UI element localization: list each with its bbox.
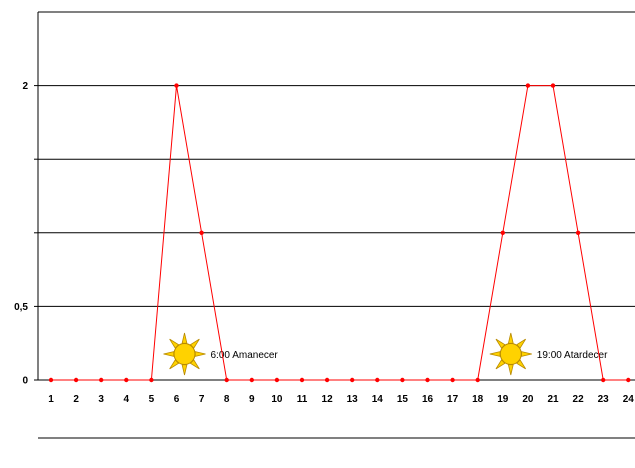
data-point xyxy=(601,377,606,383)
x-tick-label: 16 xyxy=(422,394,434,405)
x-tick-label: 3 xyxy=(98,394,104,405)
data-point xyxy=(425,377,430,383)
y-tick-label: 2 xyxy=(22,81,28,92)
x-tick-label: 13 xyxy=(347,394,359,405)
series-line xyxy=(48,83,631,383)
data-point xyxy=(48,377,54,383)
x-tick-label: 8 xyxy=(224,394,230,405)
y-tick-labels: 00,52 xyxy=(14,81,28,386)
sun-icon xyxy=(163,332,206,376)
data-point xyxy=(224,377,229,383)
y-tick-label: 0 xyxy=(22,376,28,387)
data-point xyxy=(525,83,531,88)
annotation-label: 19:00 Atardecer xyxy=(537,350,608,361)
data-point xyxy=(575,230,581,235)
x-tick-label: 6 xyxy=(174,394,180,405)
y-tick-label: 0,5 xyxy=(14,302,28,313)
x-tick-label: 1 xyxy=(48,394,54,405)
x-tick-label: 11 xyxy=(297,394,308,405)
annotation-label: 6:00 Amanecer xyxy=(211,350,279,361)
x-tick-label: 2 xyxy=(73,394,79,405)
x-tick-label: 24 xyxy=(623,394,635,405)
x-tick-labels: 1 2 3 4 5 6 7 8 9 10 11 12 13 14 15 16 17 18 19 20 21 22 23 24 xyxy=(48,394,634,405)
data-point xyxy=(199,230,204,235)
data-point xyxy=(73,377,79,383)
x-tick-label: 15 xyxy=(397,394,409,405)
x-tick-label: 17 xyxy=(447,394,459,405)
data-point xyxy=(99,377,104,383)
series-polyline xyxy=(51,85,629,381)
x-tick-label: 23 xyxy=(598,394,610,405)
annotations: 6:00 Amanecer 19:00 Atardecer xyxy=(163,332,608,376)
sun-icon xyxy=(489,332,532,376)
data-point xyxy=(324,377,330,383)
grid-lines xyxy=(34,85,635,381)
data-point xyxy=(375,377,380,383)
data-point xyxy=(274,377,280,383)
data-point xyxy=(400,377,405,383)
x-tick-label: 18 xyxy=(472,394,484,405)
x-tick-label: 12 xyxy=(322,394,334,405)
x-tick-label: 5 xyxy=(149,394,155,405)
data-point xyxy=(174,83,179,88)
data-point xyxy=(149,377,154,383)
data-point xyxy=(124,377,129,383)
data-point xyxy=(249,377,254,383)
x-tick-label: 20 xyxy=(522,394,534,405)
data-point xyxy=(450,377,455,383)
x-tick-label: 19 xyxy=(497,394,509,405)
x-tick-label: 22 xyxy=(573,394,585,405)
x-tick-label: 21 xyxy=(547,394,559,405)
x-tick-label: 14 xyxy=(372,394,384,405)
x-tick-label: 7 xyxy=(199,394,205,405)
data-point xyxy=(550,83,556,88)
x-tick-label: 4 xyxy=(124,394,130,405)
x-tick-label: 9 xyxy=(249,394,255,405)
data-point xyxy=(299,377,305,383)
data-point xyxy=(500,230,505,235)
data-point xyxy=(626,377,631,383)
data-point xyxy=(350,377,355,383)
data-point xyxy=(475,377,480,383)
x-tick-label: 10 xyxy=(271,394,283,405)
